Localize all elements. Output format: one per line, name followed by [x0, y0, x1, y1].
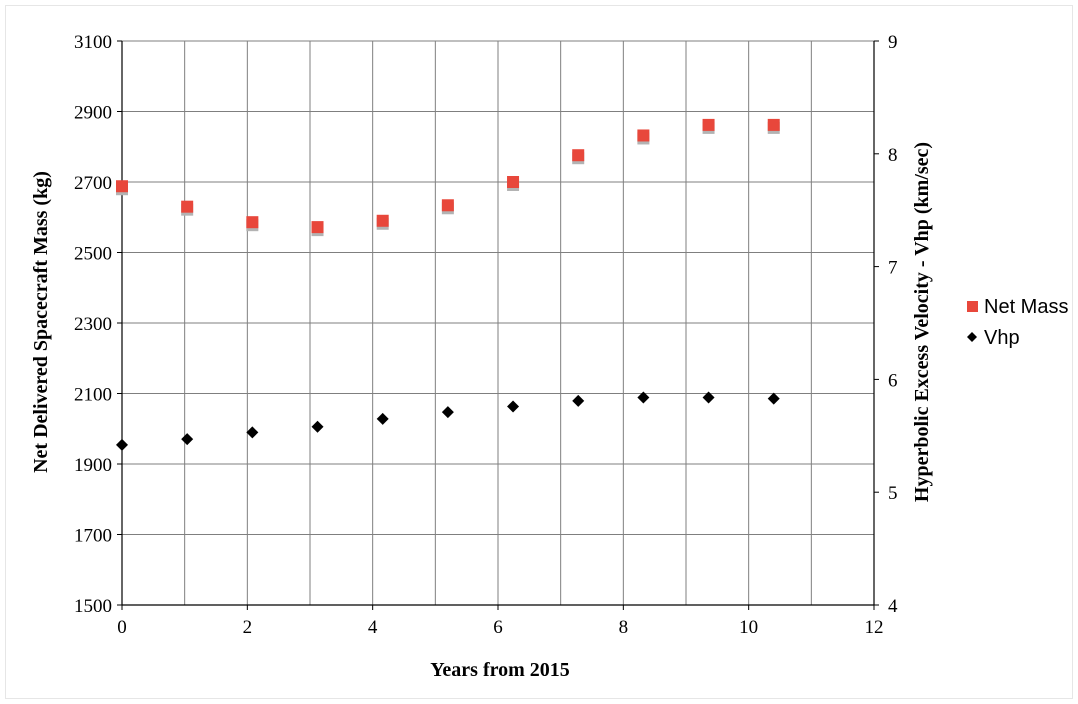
point-net-mass — [637, 129, 650, 142]
y2-tick-label: 7 — [888, 258, 898, 279]
point-vhp — [311, 420, 324, 433]
x-tick-label: 6 — [493, 617, 503, 638]
x-tick-label: 0 — [117, 617, 127, 638]
legend-marker-vhp — [967, 332, 977, 342]
point-vhp — [246, 426, 259, 439]
point-vhp — [702, 391, 715, 404]
y-tick-label: 2500 — [74, 244, 112, 265]
point-vhp — [637, 391, 650, 404]
x-axis-title: Years from 2015 — [430, 659, 570, 681]
y-tick-label: 1500 — [74, 596, 112, 617]
point-vhp — [376, 412, 389, 425]
point-vhp — [572, 394, 585, 407]
point-vhp — [181, 433, 194, 446]
point-net-mass — [767, 118, 780, 131]
legend-label-net-mass: Net Mass — [984, 296, 1068, 318]
y-tick-label: 2100 — [74, 385, 112, 406]
y2-tick-label: 6 — [888, 370, 898, 391]
y-tick-label: 2700 — [74, 173, 112, 194]
y-tick-label: 3100 — [74, 32, 112, 53]
point-net-mass — [181, 200, 194, 213]
y-tick-label: 2900 — [74, 103, 112, 124]
point-net-mass — [441, 199, 454, 212]
x-tick-label: 2 — [243, 617, 253, 638]
data-marks — [116, 118, 780, 451]
x-tick-label: 12 — [865, 617, 884, 638]
point-net-mass — [376, 214, 389, 227]
x-tick-label: 8 — [619, 617, 629, 638]
legend: Net Mass Vhp — [967, 296, 1068, 349]
point-net-mass — [116, 180, 128, 193]
y2-tick-label: 5 — [888, 483, 898, 504]
y2-tick-label: 8 — [888, 145, 898, 166]
point-vhp — [507, 400, 520, 413]
point-vhp — [441, 406, 454, 419]
point-net-mass — [246, 216, 259, 229]
x-tick-label: 4 — [368, 617, 378, 638]
point-vhp — [116, 438, 128, 451]
y-tick-label: 2300 — [74, 314, 112, 335]
point-net-mass — [507, 176, 520, 188]
y-tick-label: 1700 — [74, 526, 112, 547]
grid — [122, 40, 875, 605]
y2-tick-label: 9 — [888, 32, 898, 53]
point-net-mass — [311, 221, 324, 234]
legend-marker-net-mass — [967, 301, 978, 312]
y2-axis-title: Hyperbolic Excess Velocity - Vhp (km/sec… — [911, 142, 933, 502]
point-vhp — [767, 392, 780, 405]
axes: 0 2 4 6 8 10 12 1500 1700 1900 2100 2300 2500 2700 290… — [74, 32, 898, 638]
x-tick-label: 10 — [739, 617, 758, 638]
point-net-mass — [572, 149, 585, 162]
chart-frame — [5, 5, 1073, 699]
point-net-mass — [702, 118, 715, 131]
y2-tick-label: 4 — [888, 596, 898, 617]
y-tick-label: 1900 — [74, 455, 112, 476]
legend-label-vhp: Vhp — [984, 327, 1020, 349]
y-axis-title: Net Delivered Spacecraft Mass (kg) — [30, 171, 52, 473]
